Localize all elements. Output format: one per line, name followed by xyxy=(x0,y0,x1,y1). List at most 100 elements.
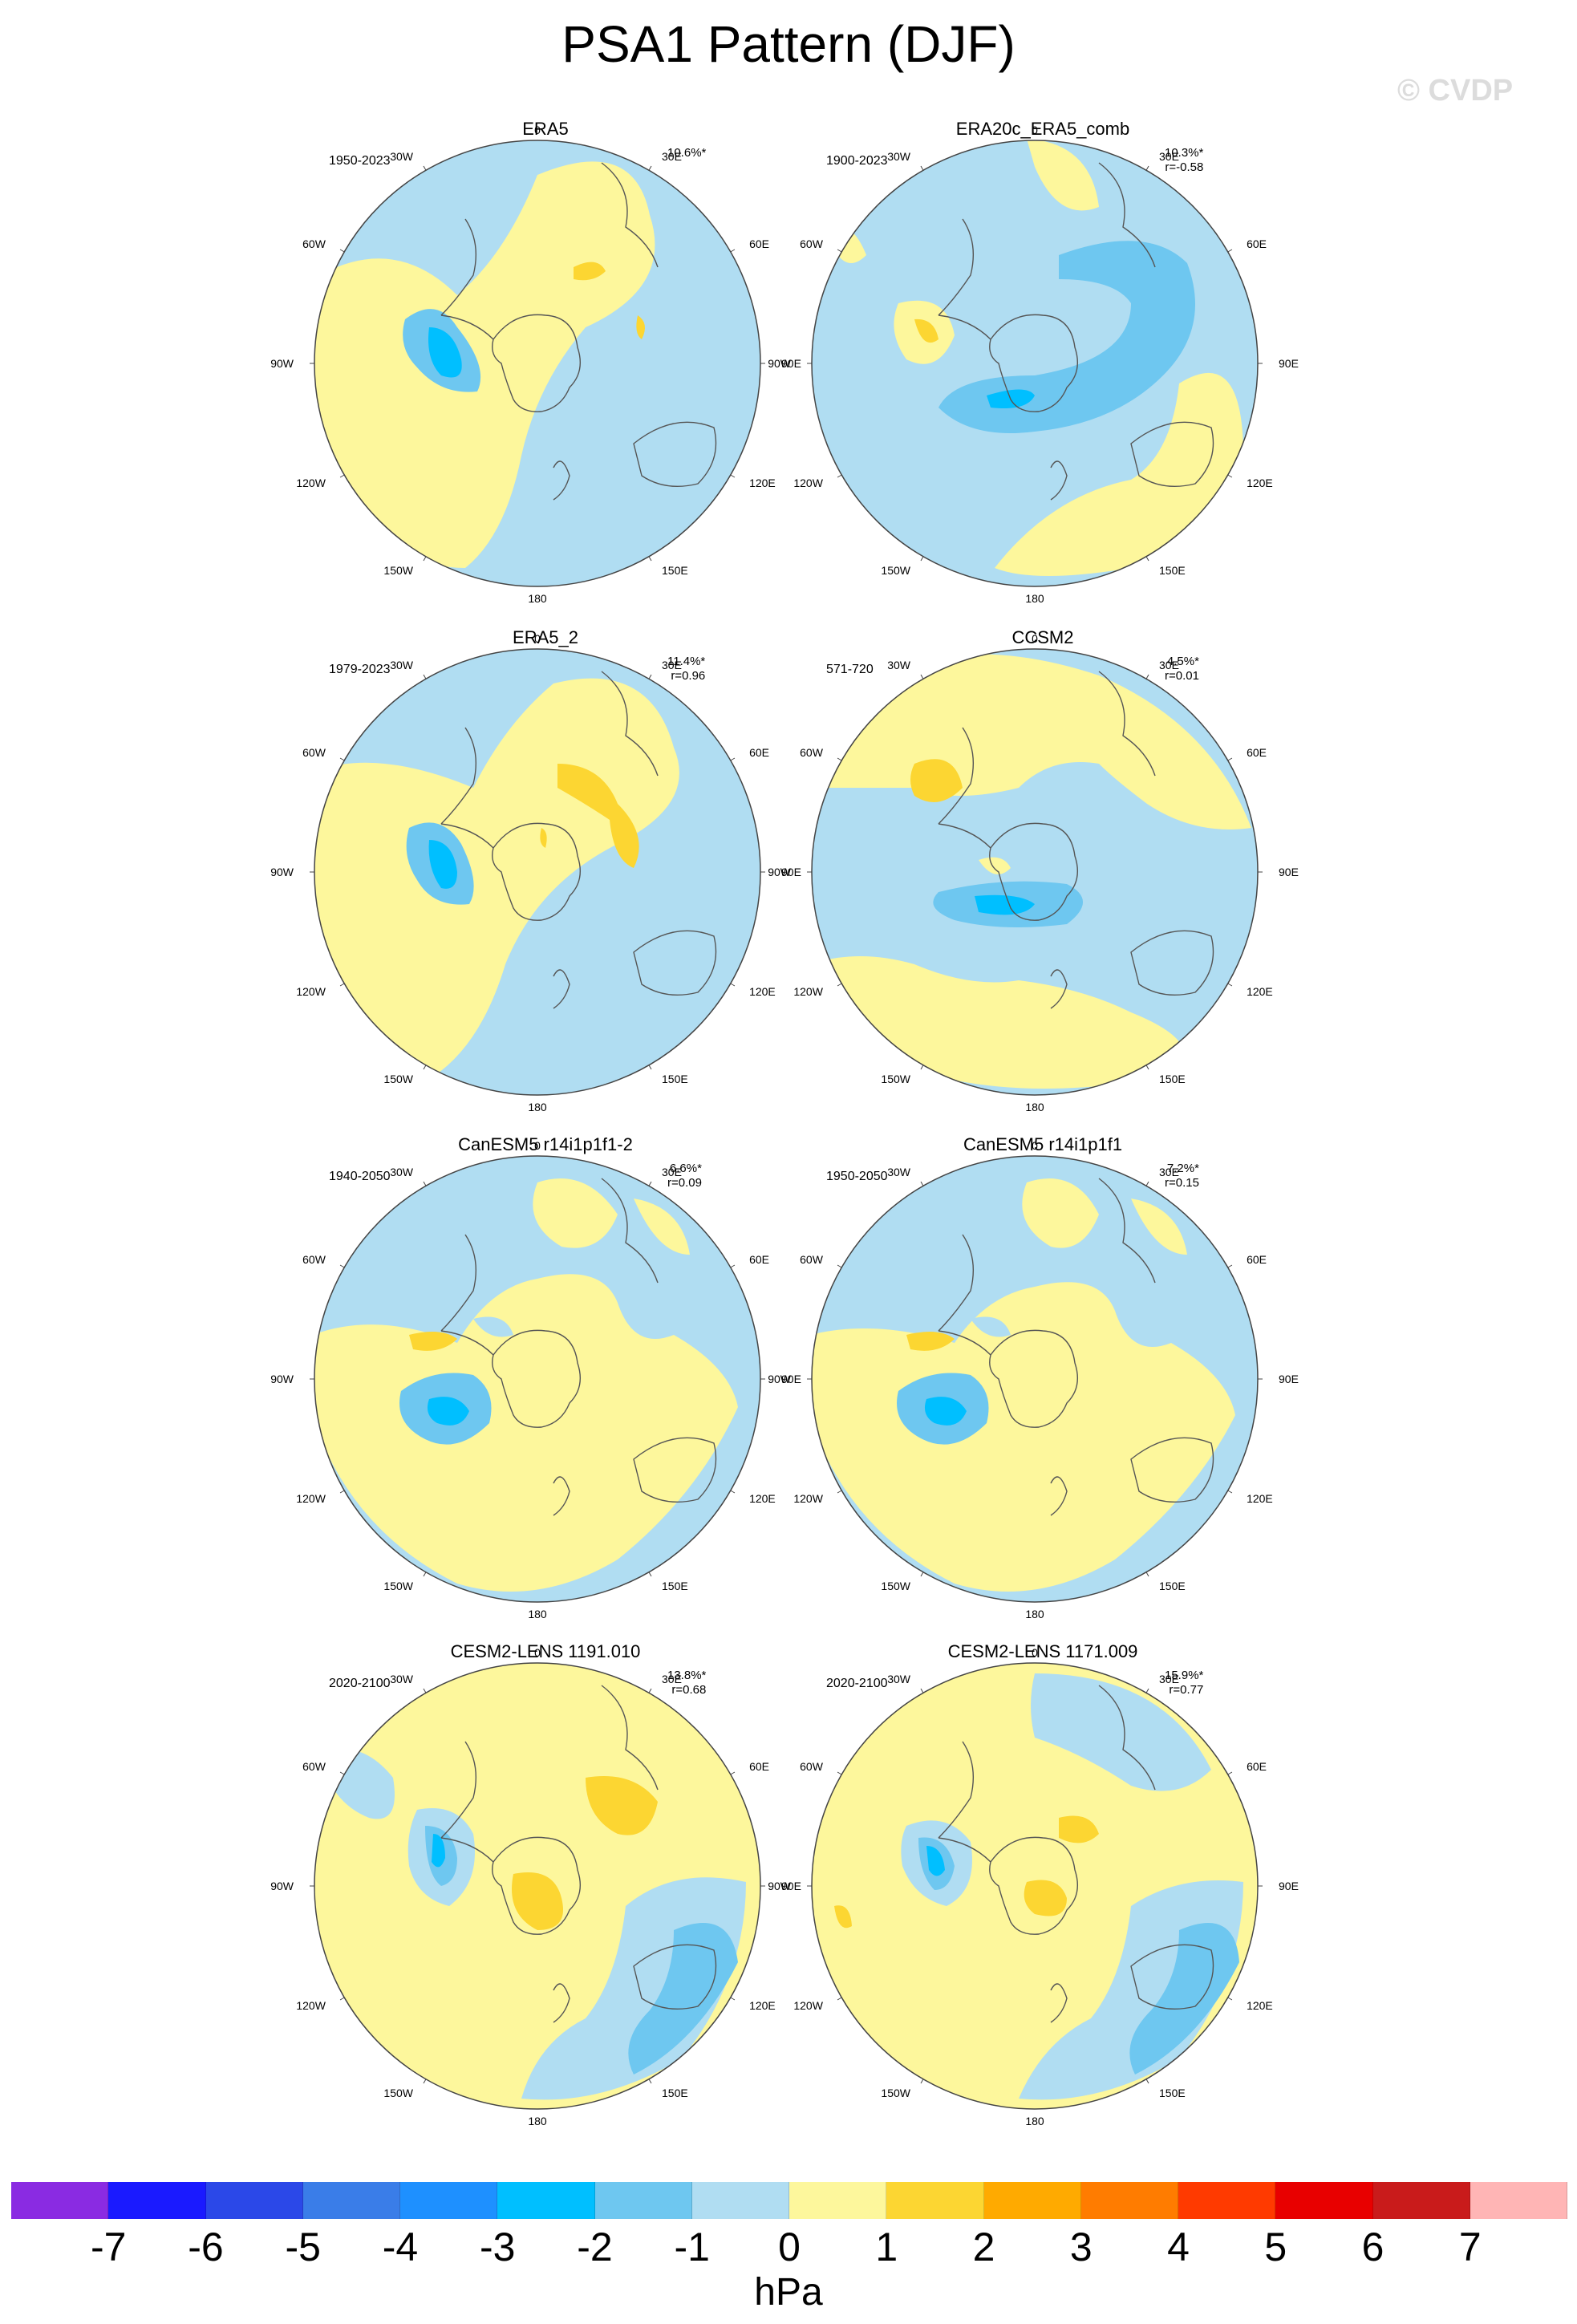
coastline xyxy=(1098,1685,1156,1791)
panel-stats: 15.9%* r=0.77 xyxy=(1165,1669,1203,1697)
lon-tick xyxy=(1145,556,1149,562)
lon-tick xyxy=(920,1572,924,1577)
coastline xyxy=(938,314,991,340)
lon-tick xyxy=(423,1181,427,1186)
coastline xyxy=(440,314,494,340)
lon-tick xyxy=(730,1264,736,1268)
pressure-anomaly-contour xyxy=(628,1923,738,2075)
lon-tick xyxy=(339,1997,345,2001)
lon-tick xyxy=(339,757,345,761)
longitude-label: 120E xyxy=(749,985,776,998)
panel-title: CanESM5 r14i1p1f1 xyxy=(963,1134,1123,1154)
longitude-label: 90E xyxy=(1279,1880,1299,1892)
longitude-label: 60W xyxy=(302,746,326,759)
panel-stats: 11.4%* r=0.96 xyxy=(667,655,705,683)
longitude-label: 90W xyxy=(270,1880,294,1892)
pressure-anomaly-contour xyxy=(557,764,639,868)
panel-pct: 15.9%* xyxy=(1165,1669,1204,1682)
panel-years: 1900-2023 xyxy=(826,154,888,168)
longitude-label: 120E xyxy=(1247,985,1273,998)
colorbar-tick-label: -6 xyxy=(188,2225,224,2269)
coastline xyxy=(938,727,975,825)
pressure-anomaly-contour xyxy=(926,1846,945,1876)
lon-tick xyxy=(837,757,842,761)
pressure-anomaly-contour xyxy=(975,894,1035,915)
longitude-label: 30W xyxy=(887,1673,911,1685)
panel-pct: 6.6%* xyxy=(669,1162,702,1175)
longitude-label: 180 xyxy=(528,2115,547,2127)
lon-tick xyxy=(339,1264,345,1268)
lon-tick xyxy=(1227,1264,1233,1268)
panel-years: 2020-2100 xyxy=(329,1677,391,1690)
panel-r: r=-0.58 xyxy=(1165,160,1204,174)
colorbar-box xyxy=(691,2182,789,2219)
colorbar-tick-label: 1 xyxy=(875,2225,898,2269)
longitude-label: 30W xyxy=(887,150,911,163)
lon-tick xyxy=(1227,1771,1233,1775)
coastline xyxy=(553,1983,570,2023)
lon-tick xyxy=(730,757,736,761)
panel-stats: 10.6%* xyxy=(667,146,706,160)
longitude-label: 120W xyxy=(793,1999,823,2012)
lon-tick xyxy=(339,983,345,987)
panel-stats: 6.6%* r=0.09 xyxy=(667,1162,702,1190)
longitude-label: 150E xyxy=(1159,564,1186,577)
pressure-anomaly-contour xyxy=(906,1332,955,1351)
lon-tick xyxy=(1145,1065,1149,1070)
longitude-label: 90W xyxy=(270,866,294,878)
colorbar-box xyxy=(400,2182,498,2219)
longitude-label: 90W xyxy=(768,1880,792,1892)
pressure-anomaly-contour xyxy=(533,1178,618,1248)
colorbar-unit: hPa xyxy=(754,2271,823,2314)
longitude-label: 90E xyxy=(781,1373,801,1385)
panel-pct: 4.5%* xyxy=(1166,655,1199,668)
lon-tick xyxy=(1227,474,1233,478)
lon-tick xyxy=(648,1181,652,1186)
pressure-anomaly-contour xyxy=(586,1776,658,1835)
map-panel: CESM2-LENS 1191.010 2020-2100 13.8%* r=0.… xyxy=(270,1641,906,2139)
colorbar-tick-label: 4 xyxy=(1167,2225,1190,2269)
lon-tick xyxy=(423,556,427,562)
map-panel: CanESM5 r14i1p1f1-2 1940-2050 6.6%* r=0.0… xyxy=(270,1134,906,1632)
pressure-anomaly-contour xyxy=(314,1274,738,1592)
pressure-anomaly-contour xyxy=(432,1834,445,1868)
coastline xyxy=(989,822,1078,921)
panel-pct: 11.4%* xyxy=(667,655,706,668)
panel-title: ERA5 xyxy=(522,119,569,139)
lon-tick xyxy=(837,474,842,478)
lon-tick xyxy=(648,2079,652,2084)
longitude-label: 180 xyxy=(1025,592,1044,605)
longitude-label: 60E xyxy=(1247,1760,1267,1773)
lon-tick xyxy=(920,674,924,679)
longitude-label: 60W xyxy=(800,237,824,250)
coastline xyxy=(440,218,477,316)
panel-pct: 10.6%* xyxy=(667,146,707,160)
longitude-label: 0 xyxy=(534,124,541,136)
lon-tick xyxy=(730,1490,736,1494)
colorbar-tick-label: -7 xyxy=(91,2225,127,2269)
panel-years: 571-720 xyxy=(826,663,874,676)
lon-tick xyxy=(1145,1572,1149,1577)
panel-years: 2020-2100 xyxy=(826,1677,888,1690)
colorbar-box xyxy=(1470,2182,1567,2219)
coastline xyxy=(989,1329,1078,1428)
colorbar-tick-label: -3 xyxy=(480,2225,516,2269)
panel-stats: 10.3%* r=-0.58 xyxy=(1165,146,1203,175)
lon-tick xyxy=(837,983,842,987)
colorbar-box xyxy=(497,2182,595,2219)
lon-tick xyxy=(648,556,652,562)
colorbar-box xyxy=(789,2182,887,2219)
lon-tick xyxy=(730,1771,736,1775)
panel-r: r=0.68 xyxy=(671,1683,707,1697)
colorbar-box xyxy=(302,2182,400,2219)
coastline xyxy=(601,671,659,777)
lon-tick xyxy=(423,165,427,171)
colorbar-box xyxy=(983,2182,1081,2219)
longitude-label: 60E xyxy=(749,746,769,759)
lon-tick xyxy=(423,2079,427,2084)
longitude-label: 150W xyxy=(383,1073,413,1085)
lon-tick xyxy=(837,1264,842,1268)
